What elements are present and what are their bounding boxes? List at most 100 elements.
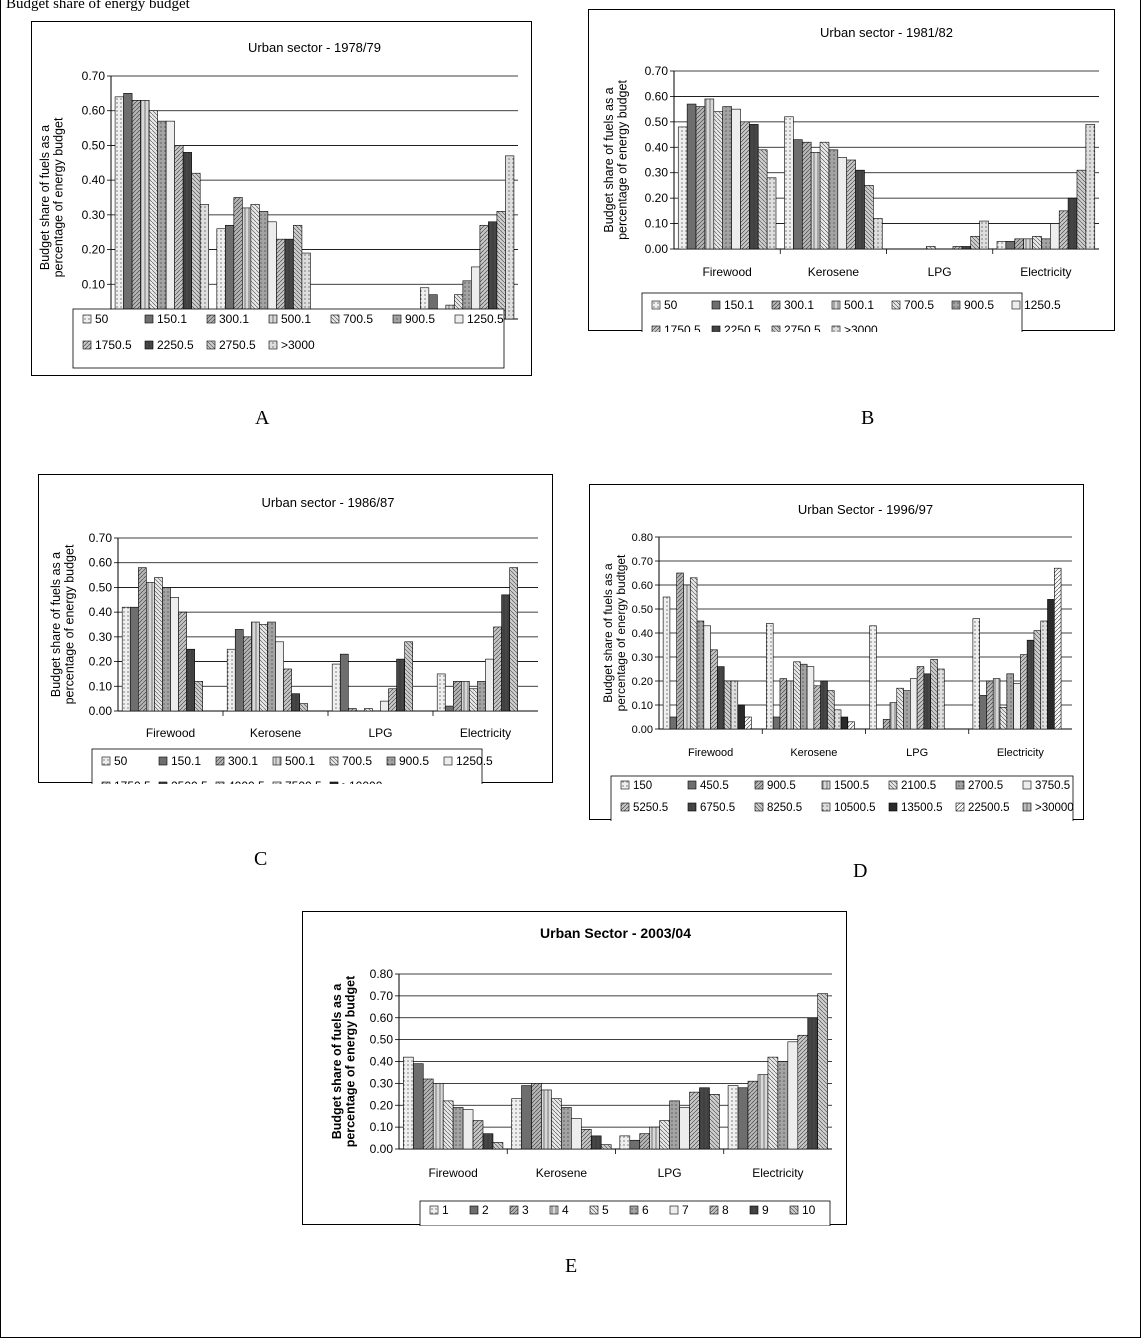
y-tick-label: 0.20 xyxy=(89,655,113,669)
legend-swatch xyxy=(620,802,630,812)
legend-swatch xyxy=(386,756,396,766)
legend-entry: 1250.5 xyxy=(1024,298,1061,312)
chart-svg: Urban sector - 1986/87 Budget share of fu… xyxy=(49,495,538,784)
bar xyxy=(396,658,405,712)
bar xyxy=(1020,654,1028,730)
bar xyxy=(689,1091,700,1150)
bar xyxy=(717,666,725,730)
x-tick-label: LPG xyxy=(658,1166,682,1180)
chart-panel-e: Urban Sector - 2003/04 Budget share of fu… xyxy=(302,911,847,1226)
bar xyxy=(259,624,268,712)
bar xyxy=(138,567,147,712)
legend-entry: 8250.5 xyxy=(767,802,802,814)
bar xyxy=(767,1056,779,1150)
panel-label-b: B xyxy=(861,407,875,429)
bar xyxy=(846,159,856,250)
bar xyxy=(505,155,515,320)
bar xyxy=(1005,241,1016,250)
legend-swatch xyxy=(454,314,464,324)
legend-swatch xyxy=(330,314,340,324)
bar xyxy=(669,716,678,730)
bar xyxy=(1047,599,1055,730)
bar xyxy=(243,636,252,712)
x-tick-label: Kerosene xyxy=(536,1166,588,1180)
bar xyxy=(154,577,163,712)
bar xyxy=(970,235,980,250)
bar xyxy=(339,653,349,712)
bar xyxy=(709,1094,720,1150)
bar xyxy=(293,224,303,320)
chart-panel-b: Urban sector - 1981/82 Budget share of fu… xyxy=(588,9,1115,332)
bar xyxy=(436,673,446,712)
bar xyxy=(999,707,1008,730)
bar xyxy=(847,721,855,730)
bar xyxy=(710,649,718,730)
y-tick-label: 0.20 xyxy=(645,191,669,205)
bar xyxy=(162,587,171,712)
bar xyxy=(828,149,839,250)
y-tick-label: 0.30 xyxy=(370,1076,394,1090)
bar xyxy=(669,1100,680,1150)
legend-swatch xyxy=(651,300,661,310)
legend-swatch xyxy=(754,780,764,790)
bar xyxy=(639,1133,651,1150)
legend-swatch xyxy=(549,1205,559,1215)
bar xyxy=(873,218,883,250)
bar xyxy=(986,680,994,730)
legend-swatch xyxy=(268,314,278,324)
legend-swatch xyxy=(629,1205,639,1215)
legend-entry: 150.1 xyxy=(724,298,754,312)
bar xyxy=(882,719,891,730)
y-tick-label: 0.60 xyxy=(645,89,669,103)
x-tick-label: Electricity xyxy=(460,726,511,740)
chart-panel-c: Urban sector - 1986/87 Budget share of fu… xyxy=(38,474,553,784)
chart-svg: Urban sector - 1978/79 Budget share of fu… xyxy=(38,40,518,369)
y-tick-label: 0.00 xyxy=(632,724,653,736)
legend-entry: 2 xyxy=(482,1203,489,1217)
legend-entry: 3 xyxy=(522,1203,529,1217)
bar xyxy=(813,685,821,730)
legend-entry: 4000.5 xyxy=(228,779,265,784)
bar xyxy=(930,659,938,730)
legend-swatch xyxy=(509,1205,519,1215)
legend-entry: 700.5 xyxy=(343,312,373,326)
legend-entry: 9 xyxy=(762,1203,769,1217)
legend-entry: 2750.5 xyxy=(219,338,256,352)
panel-label-e: E xyxy=(565,1255,578,1277)
legend-entry: 300.1 xyxy=(228,754,258,768)
bar xyxy=(551,1098,562,1150)
legend-swatch xyxy=(329,756,339,766)
legend-entry: 3750.5 xyxy=(1035,780,1070,792)
bar xyxy=(251,621,260,712)
chart-title: Urban Sector - 1996/97 xyxy=(798,502,933,517)
legend-swatch xyxy=(82,314,92,324)
bar xyxy=(493,626,502,712)
legend-swatch xyxy=(268,340,278,350)
legend-swatch xyxy=(711,325,721,332)
bar xyxy=(777,1061,789,1150)
bar xyxy=(432,1083,444,1150)
bar xyxy=(479,224,489,320)
bar xyxy=(703,625,711,730)
legend-swatch xyxy=(206,314,216,324)
legend-swatch xyxy=(821,780,831,790)
bar xyxy=(267,221,277,320)
y-axis-label: Budget share of fuels as apercentage of … xyxy=(49,544,77,704)
y-tick-label: 0.40 xyxy=(645,140,669,154)
bar xyxy=(730,680,739,730)
legend-entry: 500.1 xyxy=(844,298,874,312)
legend-box xyxy=(419,1200,831,1226)
legend-swatch xyxy=(687,802,697,812)
bar xyxy=(275,641,284,712)
bar xyxy=(952,246,963,250)
y-tick-label: 0.60 xyxy=(632,580,653,592)
legend-swatch xyxy=(206,340,216,350)
y-tick-label: 0.40 xyxy=(89,605,113,619)
legend-entry: 150.1 xyxy=(171,754,201,768)
bar xyxy=(412,1063,424,1150)
bar xyxy=(216,228,226,320)
bar xyxy=(509,567,518,712)
bar xyxy=(696,620,705,730)
bar xyxy=(827,690,835,730)
bar xyxy=(723,680,732,730)
